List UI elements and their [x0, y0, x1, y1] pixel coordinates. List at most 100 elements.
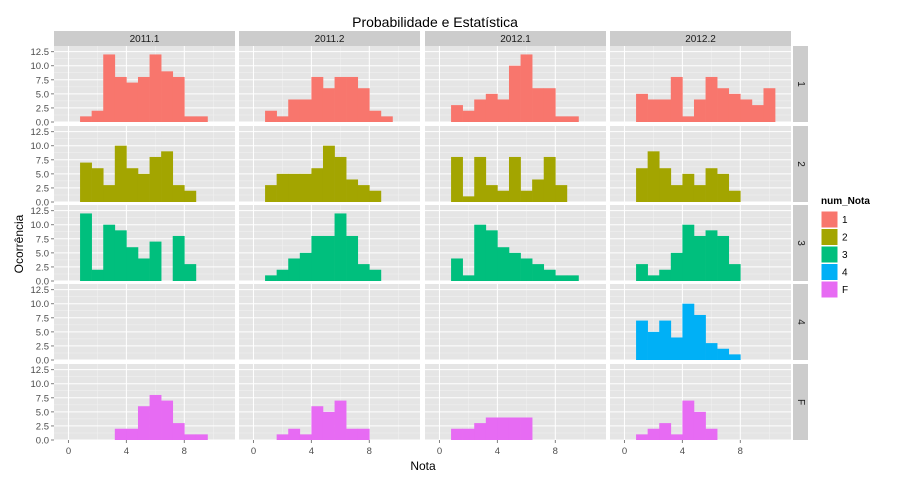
histogram-bar: [705, 230, 718, 281]
histogram-bar: [543, 88, 556, 122]
histogram-bar: [114, 145, 127, 202]
histogram-bar: [346, 76, 359, 122]
y-tick-label: 0.0: [36, 436, 49, 447]
panel-background: [54, 284, 235, 360]
facet-panel: [239, 205, 420, 282]
histogram-bar: [462, 196, 475, 202]
histogram-bar: [485, 230, 498, 281]
facet-panel: [610, 46, 791, 123]
histogram-bar: [682, 400, 695, 440]
histogram-bar: [161, 400, 174, 440]
y-tick-label: 5.0: [36, 407, 49, 418]
facet-panel: [610, 205, 791, 282]
y-tick-label: 12.5: [31, 365, 50, 376]
histogram-bar: [693, 99, 706, 122]
legend-label: 2: [842, 233, 848, 244]
histogram-bar: [114, 428, 127, 440]
x-tick-label: 0: [437, 446, 442, 457]
histogram-bar: [137, 258, 150, 281]
facet-panel: [239, 284, 420, 361]
histogram-bar: [682, 224, 695, 281]
y-tick-label: 7.5: [36, 234, 49, 245]
y-tick-label: 10.0: [31, 141, 50, 152]
histogram-bar: [451, 105, 463, 122]
panel-background: [425, 284, 606, 360]
histogram-bar: [357, 428, 370, 440]
histogram-bar: [636, 320, 648, 360]
facet-panel: [239, 364, 420, 441]
histogram-bar: [520, 190, 533, 202]
row-strip: [793, 205, 808, 281]
y-tick-label: 0.0: [36, 198, 49, 209]
histogram-bar: [474, 423, 487, 440]
histogram-bar: [311, 235, 324, 281]
facet-panel: [54, 126, 235, 203]
histogram-bar: [532, 88, 545, 122]
histogram-bar: [195, 434, 208, 440]
histogram-bar: [462, 275, 475, 281]
histogram-bar: [693, 314, 706, 360]
histogram-bar: [659, 168, 672, 202]
histogram-bar: [334, 213, 347, 281]
facet-panels: 2011.1 2011.2 2012.1 2012.2 1 2 3 4 F 0.0 2.5 5.0 7.…: [31, 31, 808, 457]
row-strip-label: 2: [795, 161, 806, 167]
histogram-bar: [91, 168, 104, 202]
histogram-bar: [184, 434, 197, 440]
histogram-bar: [126, 247, 139, 281]
y-tick-label: 5.0: [36, 89, 49, 100]
histogram-bar: [276, 269, 289, 281]
histogram-bar: [288, 173, 301, 202]
histogram-bar: [311, 76, 324, 122]
histogram-bar: [357, 264, 370, 281]
histogram-bar: [276, 173, 289, 202]
histogram-bar: [497, 247, 510, 281]
x-tick-label: 8: [553, 446, 558, 457]
column-strip: [239, 31, 420, 46]
histogram-bar: [172, 185, 185, 202]
x-tick-label: 4: [309, 446, 314, 457]
column-strip: [54, 31, 235, 46]
histogram-bar: [380, 116, 393, 122]
histogram-bar: [195, 116, 208, 122]
histogram-bar: [670, 185, 683, 202]
histogram-bar: [508, 252, 521, 281]
histogram-bar: [508, 65, 521, 122]
facet-panel: [610, 284, 791, 361]
y-tick-label: 10.0: [31, 61, 50, 72]
facet-panel: [54, 284, 235, 361]
x-axis-label: Nota: [410, 459, 436, 473]
histogram-bar: [497, 99, 510, 122]
facet-panel: [425, 364, 606, 441]
y-tick-label: 7.5: [36, 313, 49, 324]
histogram-bar: [184, 190, 197, 202]
y-tick-label: 7.5: [36, 155, 49, 166]
histogram-bar: [149, 54, 162, 122]
histogram-bar: [474, 156, 487, 202]
facet-panel: [54, 46, 235, 123]
column-strip-label: 2011.1: [130, 34, 160, 45]
histogram-bar: [485, 417, 498, 440]
histogram-bar: [149, 156, 162, 202]
legend-swatch: [820, 263, 839, 281]
histogram-bar: [126, 82, 139, 122]
histogram-bar: [91, 269, 104, 281]
histogram-bar: [369, 269, 382, 281]
histogram-bar: [693, 235, 706, 281]
histogram-bar: [451, 156, 463, 202]
histogram-bar: [161, 71, 174, 122]
histogram-bar: [555, 275, 568, 281]
row-strip: [793, 364, 808, 440]
histogram-bar: [474, 224, 487, 281]
legend-swatch: [820, 245, 839, 264]
histogram-bar: [346, 235, 359, 281]
histogram-bar: [705, 76, 718, 122]
histogram-bar: [647, 331, 660, 360]
row-strip-label: 1: [795, 81, 806, 87]
row-strip-label: 3: [795, 240, 806, 246]
histogram-bar: [532, 179, 545, 202]
histogram-bar: [172, 76, 185, 122]
facet-panel: [54, 364, 235, 441]
legend-label: 3: [842, 250, 848, 261]
histogram-bar: [172, 423, 185, 440]
